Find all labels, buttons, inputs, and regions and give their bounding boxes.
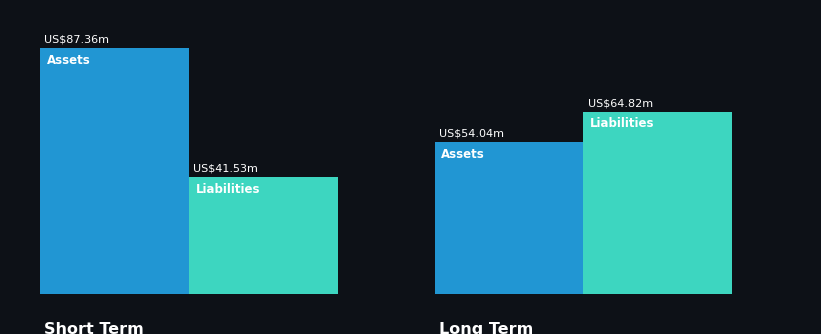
Text: US$64.82m: US$64.82m: [588, 98, 653, 108]
Text: US$87.36m: US$87.36m: [44, 35, 109, 45]
Bar: [584, 112, 732, 294]
Bar: [434, 142, 584, 294]
Text: US$54.04m: US$54.04m: [438, 129, 503, 139]
Text: Liabilities: Liabilities: [590, 117, 654, 130]
Text: US$41.53m: US$41.53m: [193, 164, 258, 174]
Text: Short Term: Short Term: [44, 322, 144, 334]
Text: Assets: Assets: [47, 54, 90, 67]
Bar: [40, 48, 189, 294]
Text: Long Term: Long Term: [438, 322, 533, 334]
Bar: [189, 177, 338, 294]
Text: Assets: Assets: [441, 148, 485, 161]
Text: Liabilities: Liabilities: [195, 183, 260, 196]
